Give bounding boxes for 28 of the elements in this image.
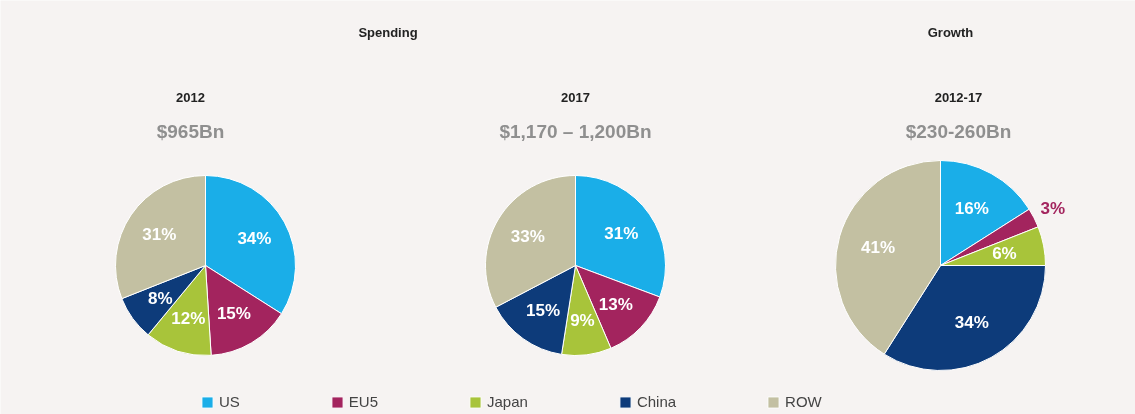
chart-title: 2012-17 — [934, 90, 983, 105]
data-label: 34% — [954, 313, 989, 333]
data-label: 6% — [992, 243, 1017, 263]
data-label: 15% — [216, 304, 251, 324]
text: Spending — [358, 25, 418, 40]
data-label: 15% — [525, 301, 560, 321]
legend-label: EU5 — [348, 393, 379, 410]
legend-label: ROW — [785, 393, 822, 410]
data-label: 16% — [954, 198, 989, 218]
text: Growth — [927, 25, 974, 40]
chart-subtitle: $1,170 – 1,200Bn — [499, 121, 652, 142]
data-label: 31% — [604, 224, 639, 244]
data-label: 9% — [570, 311, 595, 331]
chart-title: 2017 — [561, 90, 590, 105]
data-label: 33% — [510, 227, 545, 247]
data-label: 34% — [237, 229, 272, 249]
data-label: 13% — [598, 294, 633, 314]
data-label: 31% — [142, 224, 177, 244]
chart-subtitle: $230-260Bn — [905, 121, 1012, 142]
chart-subtitle: $965Bn — [156, 121, 225, 142]
legend-label: Japan — [487, 393, 528, 410]
legend-label: US — [219, 393, 240, 410]
chart-title: 2012 — [176, 90, 205, 105]
data-label: 3% — [1040, 198, 1066, 218]
data-label: 12% — [171, 309, 206, 329]
legend-label: China — [636, 393, 677, 410]
data-label: 8% — [148, 288, 173, 308]
data-label: 41% — [860, 237, 895, 257]
